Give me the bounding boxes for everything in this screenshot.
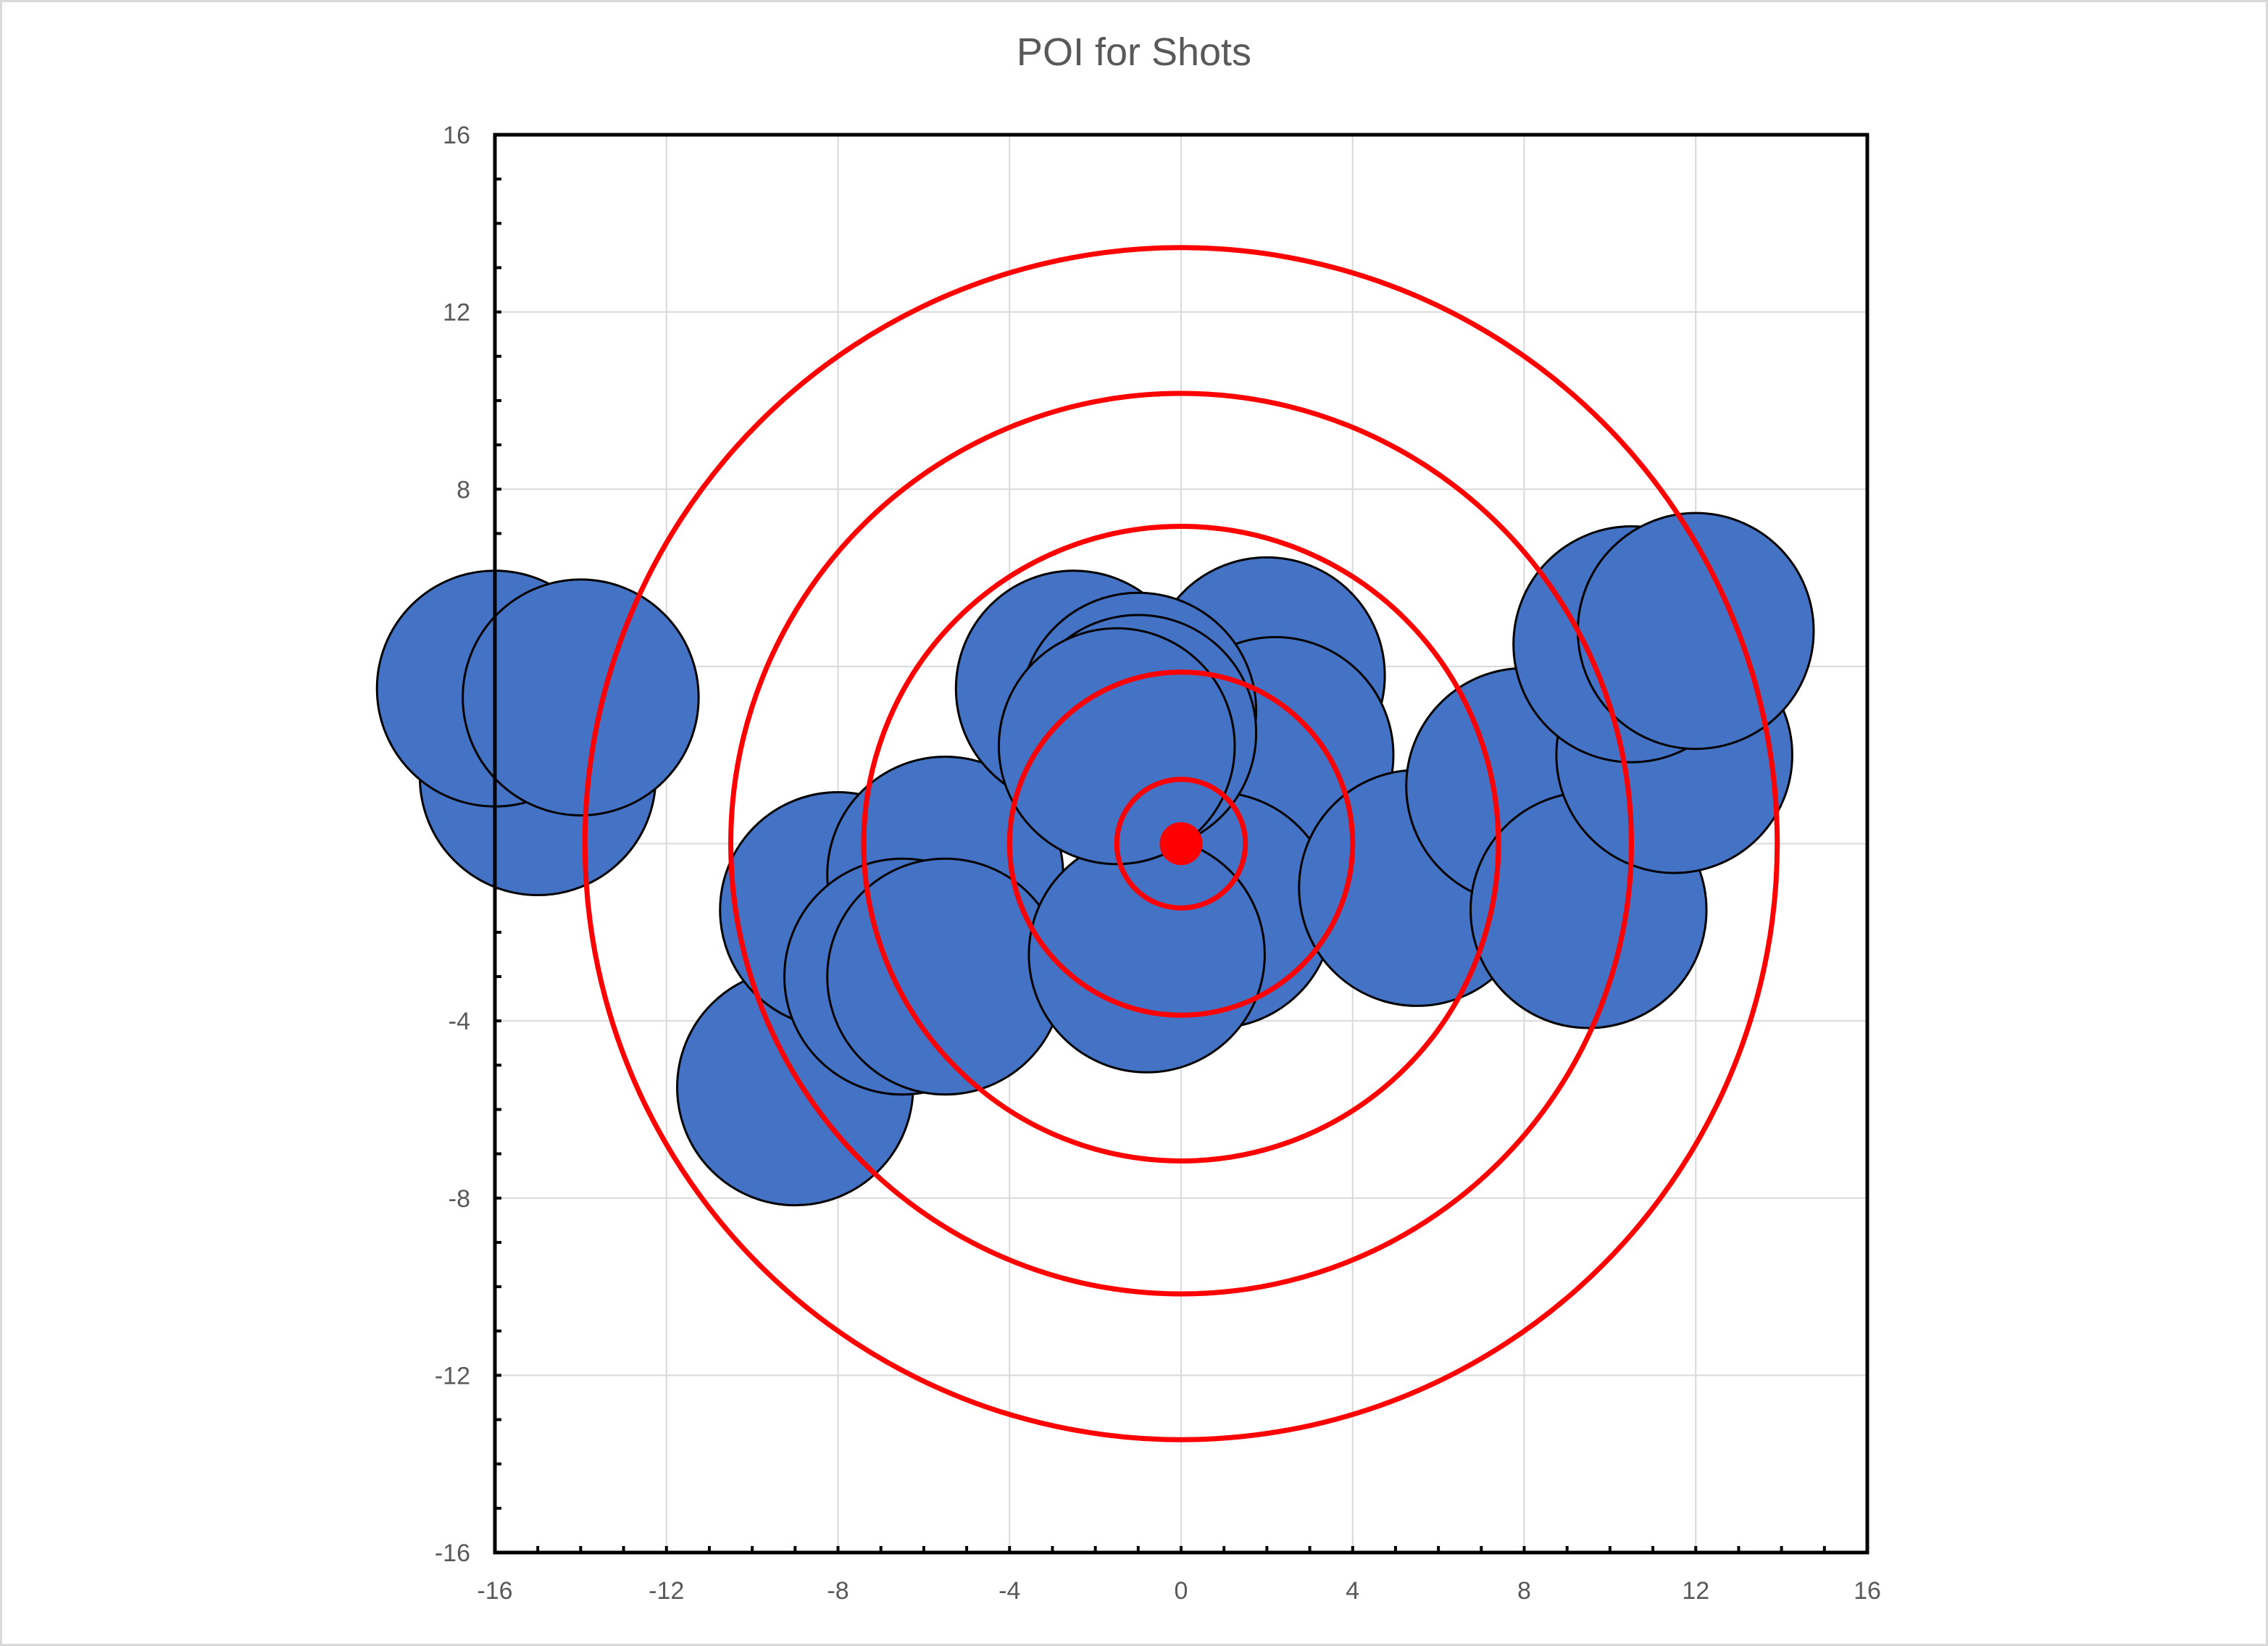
x-tick-label: 4 [1346,1577,1359,1605]
y-tick-label: 12 [443,299,470,327]
x-tick-label: 16 [1854,1577,1881,1605]
y-tick-label: -8 [449,1185,470,1213]
target-rings [582,245,1780,1442]
shot-markers [375,511,1815,1207]
x-tick-label: -8 [827,1577,849,1605]
plot-border [493,133,1869,1555]
x-tick-label: -16 [477,1577,512,1605]
shot-marker [1027,835,1266,1074]
y-tick-label: 16 [443,122,470,149]
x-tick-label: -4 [998,1577,1020,1605]
axis-lines [493,133,1869,1555]
y-tick-label: -16 [435,1540,470,1567]
y-tick-label: 8 [456,476,470,504]
target-ring [1006,669,1356,1018]
x-tick-label: 12 [1682,1577,1709,1605]
shot-marker [997,627,1236,866]
y-tick-label: -12 [435,1362,470,1390]
x-tick-label: -12 [649,1577,684,1605]
target-ring [582,245,1780,1442]
chart-title: POI for Shots [1016,30,1252,74]
target-ring [1114,777,1248,911]
target-center-dot [1159,822,1203,866]
target-ring [861,524,1501,1164]
shot-marker [462,578,700,816]
x-tick-label: 0 [1175,1577,1188,1605]
x-tick-label: 8 [1517,1577,1531,1605]
y-tick-label: -4 [449,1008,470,1035]
target-ring [728,390,1634,1297]
